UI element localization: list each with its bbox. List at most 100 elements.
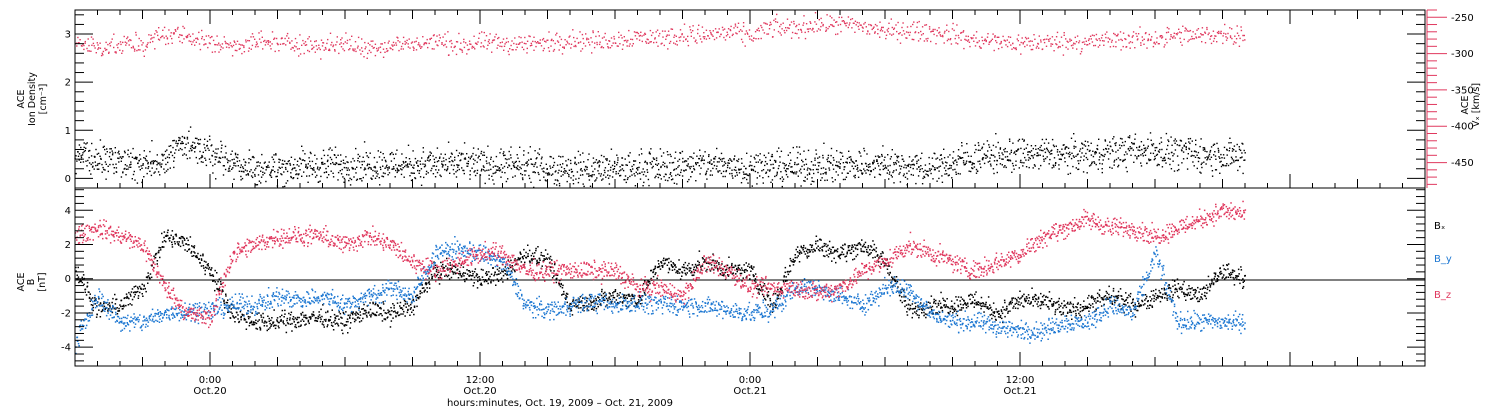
ion_density-point <box>765 171 768 173</box>
bx-point <box>184 249 186 251</box>
vx-point <box>477 41 479 43</box>
ion_density-point <box>990 149 993 151</box>
vx-point <box>363 56 365 58</box>
vx-point <box>499 42 502 44</box>
ion_density-point <box>746 178 748 181</box>
ion_density-point <box>999 163 1002 165</box>
bx-point <box>208 268 210 270</box>
ion_density-point <box>718 161 720 163</box>
vx-point <box>610 37 613 39</box>
ion_density-point <box>622 164 624 166</box>
vx-point <box>819 29 821 31</box>
vx-point <box>1081 48 1083 50</box>
ion_density-point <box>1200 163 1202 166</box>
vx-point <box>991 38 994 40</box>
bx-point <box>279 316 281 318</box>
ion_density-point <box>910 173 912 176</box>
ion_density-point <box>599 175 602 177</box>
bx-point <box>283 323 285 325</box>
vx-point <box>673 42 675 44</box>
vx-point <box>186 34 189 37</box>
vx-point <box>437 44 439 47</box>
vx-point <box>785 29 788 32</box>
bx-point <box>436 273 439 276</box>
ion_density-point <box>925 173 927 175</box>
ion_density-point <box>92 165 94 167</box>
vx-point <box>338 52 340 55</box>
vx-point <box>229 42 232 44</box>
bx-point <box>319 320 322 323</box>
ion_density-point <box>1023 139 1025 141</box>
vx-point <box>591 41 593 43</box>
vx-point <box>463 41 465 43</box>
vx-point <box>860 24 862 26</box>
vx-point <box>149 41 151 44</box>
ion_density-point <box>813 172 815 175</box>
bx-point <box>200 265 203 267</box>
ion_density-point <box>683 161 686 163</box>
ion_density-point <box>1139 149 1141 152</box>
ion_density-point <box>841 172 843 174</box>
vx-point <box>231 46 233 48</box>
bx-point <box>419 296 421 298</box>
vx-point <box>1074 36 1076 39</box>
vx-point <box>661 42 663 44</box>
vx-point <box>1240 29 1243 32</box>
ion_density-point <box>941 181 944 183</box>
ion_density-point <box>687 158 689 160</box>
bx-point <box>454 272 457 275</box>
bx-point <box>197 252 199 255</box>
ion_density-point <box>278 166 280 169</box>
bx-point <box>440 261 442 264</box>
ion_density-point <box>890 174 892 177</box>
ion_density-point <box>120 160 122 162</box>
ion_density-point <box>416 162 418 164</box>
ion_density-point <box>772 163 774 166</box>
vx-point <box>1184 27 1187 29</box>
bx-point <box>238 320 241 323</box>
vx-point <box>444 33 446 35</box>
vx-point <box>932 30 934 32</box>
vx-point <box>247 39 249 42</box>
vx-point <box>847 26 849 29</box>
vx-point <box>1210 35 1213 37</box>
vx-point <box>395 44 398 46</box>
ion_density-point <box>1072 165 1074 168</box>
ion_density-point <box>620 169 622 171</box>
ion_density-point <box>170 145 172 147</box>
ion_density-point <box>514 161 516 163</box>
bx-point <box>216 287 218 290</box>
bx-point <box>291 318 294 320</box>
ion_density-point <box>666 165 668 167</box>
ion_density-point <box>410 179 413 182</box>
ion_density-point <box>1157 163 1159 166</box>
vx-point <box>412 46 414 48</box>
bx-point <box>139 291 141 294</box>
vx-point <box>368 49 371 52</box>
vx-point <box>1132 35 1134 37</box>
ion_density-point <box>456 169 459 172</box>
vx-point <box>633 31 636 33</box>
ion_density-point <box>1081 147 1084 149</box>
ion_density-point <box>130 161 132 163</box>
ion_density-point <box>627 177 629 179</box>
vx-point <box>983 39 986 42</box>
ion_density-point <box>1187 153 1189 155</box>
vx-point <box>1154 31 1157 33</box>
ion_density-point <box>1231 148 1234 150</box>
ion_density-point <box>926 174 929 176</box>
ion_density-point <box>487 145 489 147</box>
bx-point <box>260 316 263 318</box>
bx-point <box>247 315 250 318</box>
vx-point <box>443 44 445 47</box>
ion_density-point <box>817 171 819 174</box>
ion_density-point <box>446 168 448 171</box>
vx-point <box>245 41 247 43</box>
ion_density-point <box>1022 165 1024 167</box>
vx-point <box>995 40 997 42</box>
ion_density-point <box>515 160 517 163</box>
ion_density-point <box>517 165 519 167</box>
ion_density-point <box>854 174 856 177</box>
vx-point <box>260 41 262 44</box>
bx-point <box>291 322 293 325</box>
